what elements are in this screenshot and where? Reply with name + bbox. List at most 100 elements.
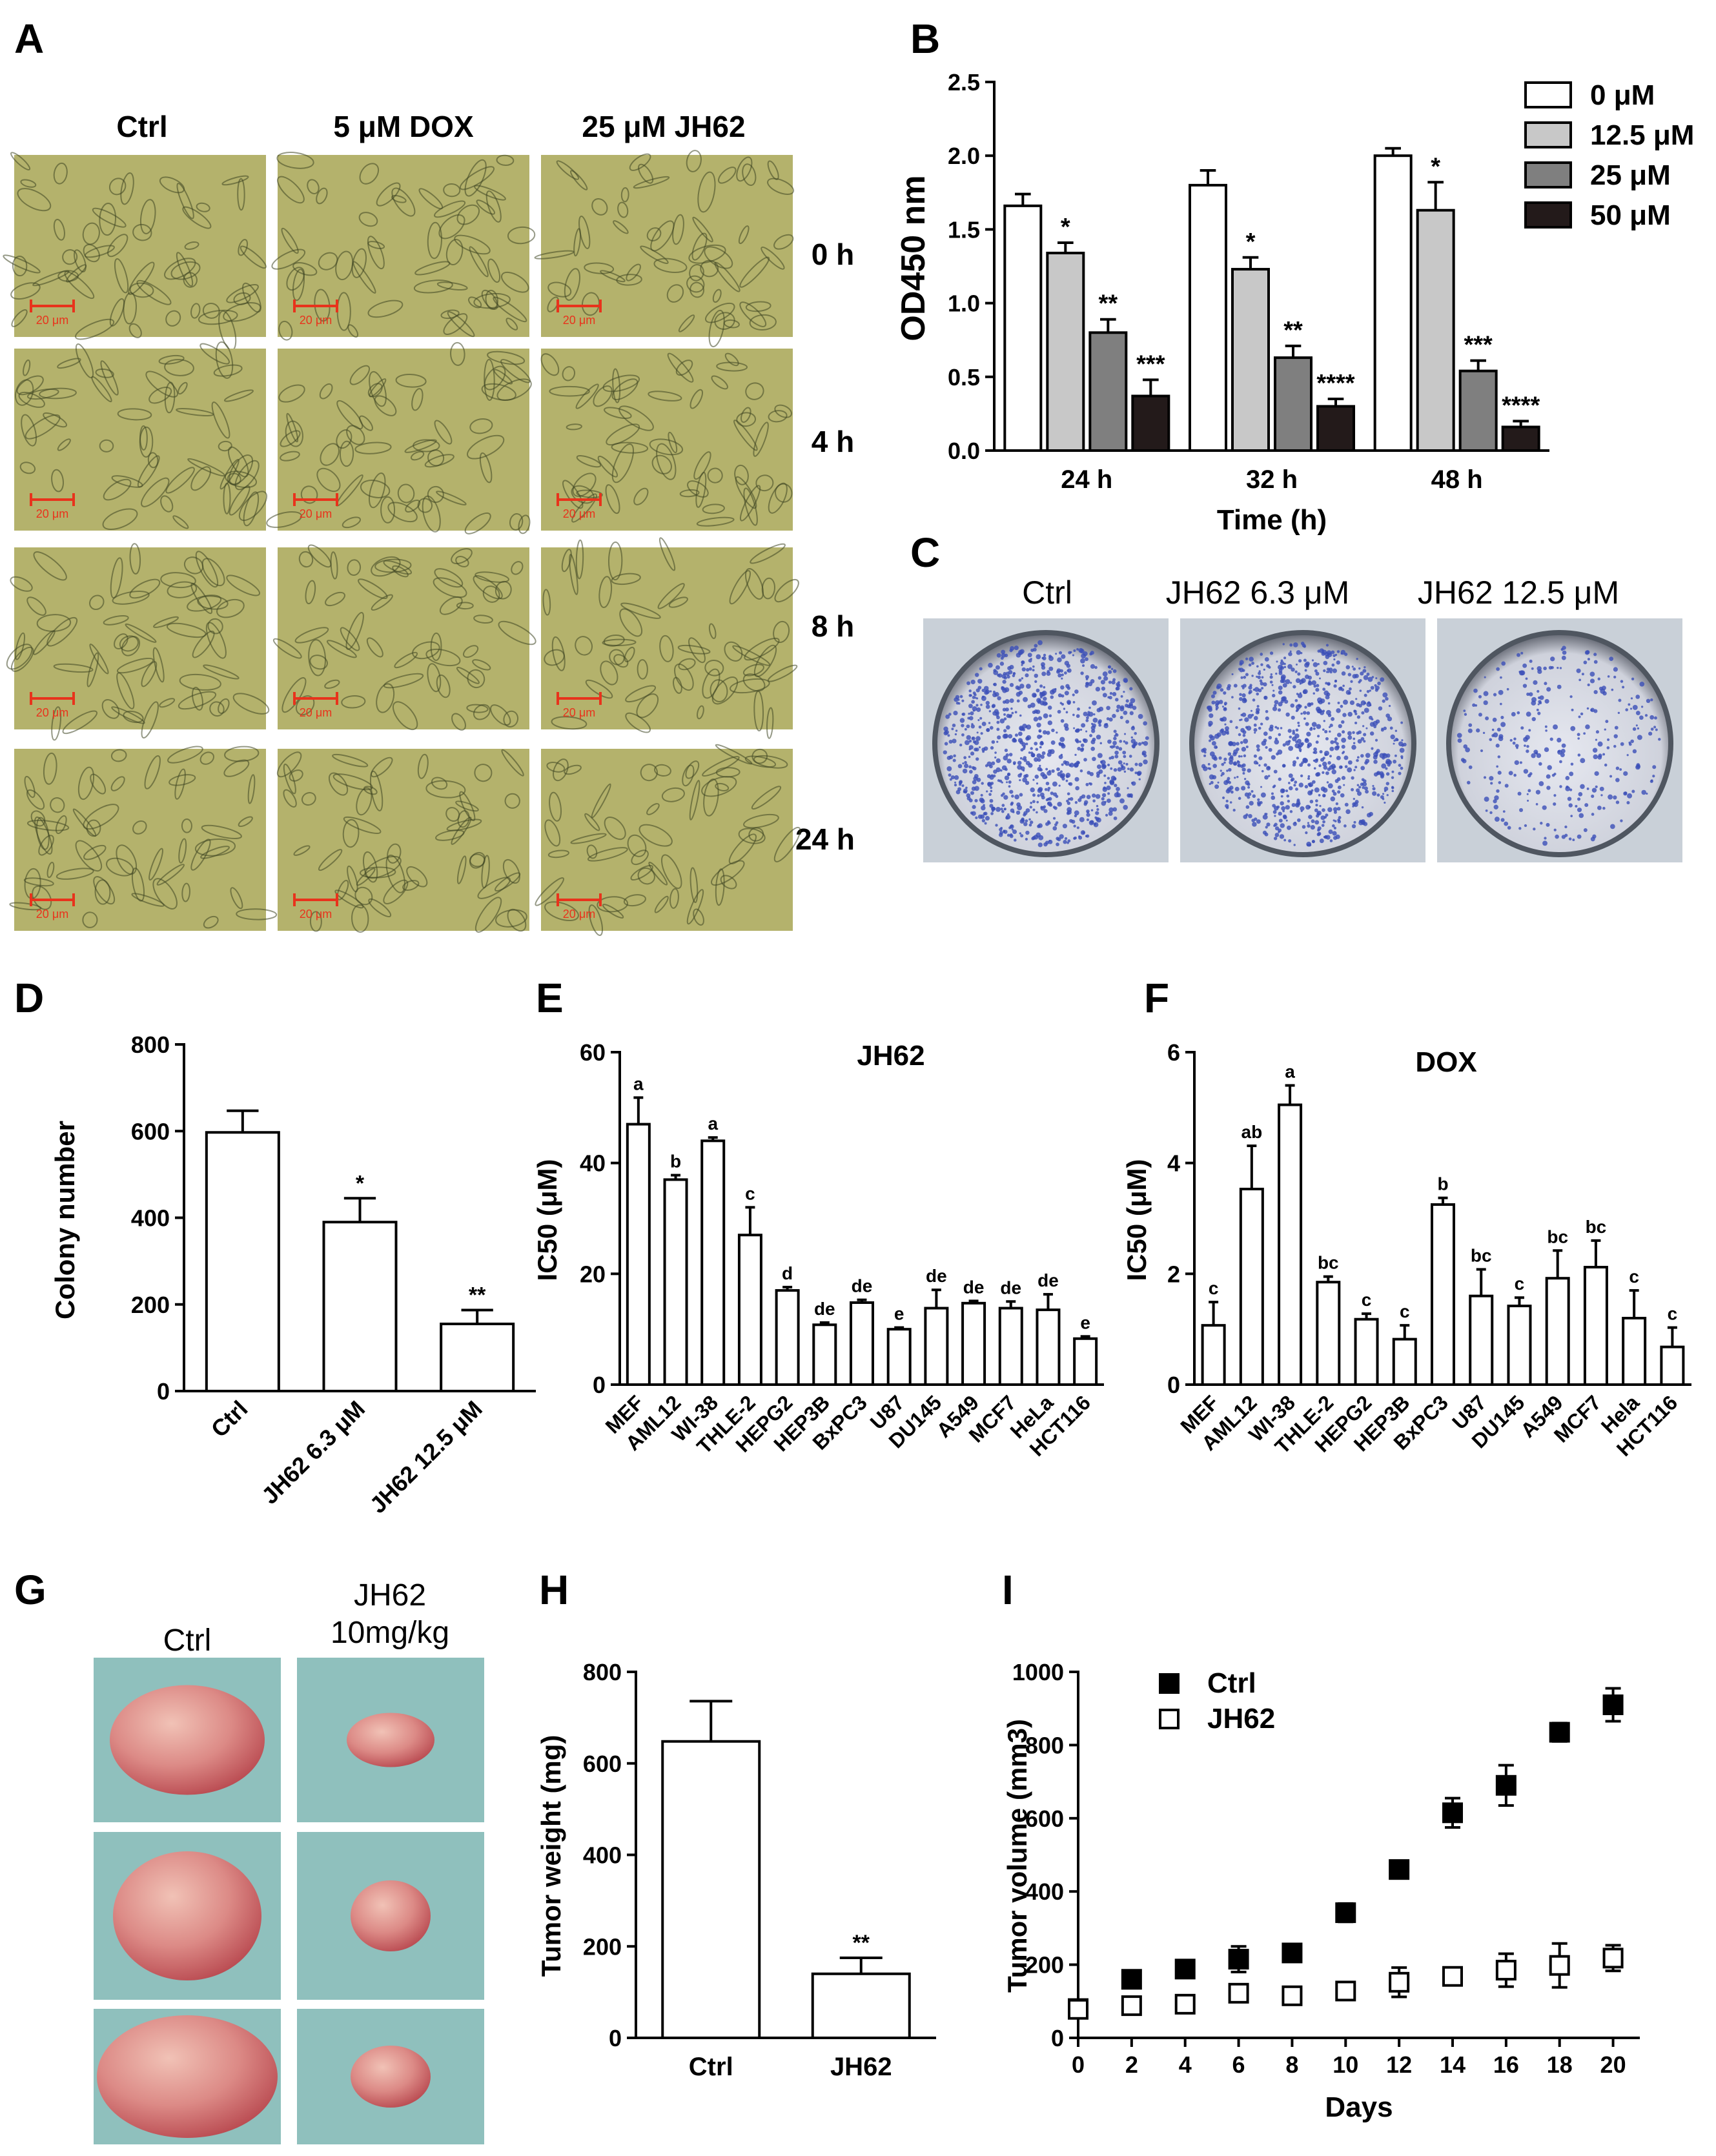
colony-dot (1260, 786, 1263, 788)
colony-dot (1576, 668, 1581, 673)
cell-outline (286, 267, 305, 291)
colony-dot (992, 704, 996, 708)
cell-outline (427, 663, 442, 693)
panel-letter-d: D (14, 975, 44, 1021)
colony-dot (1003, 755, 1008, 761)
colony-dot (1032, 793, 1036, 797)
colony-dot (1005, 768, 1008, 771)
colony-dot (1476, 728, 1480, 733)
colony-dot (1057, 709, 1061, 714)
cell-outline (459, 791, 476, 822)
colony-dot (988, 662, 993, 668)
colony-dot (1615, 778, 1620, 782)
colony-dot (1330, 796, 1336, 802)
colony-dot (975, 704, 979, 707)
cell-outline (469, 246, 489, 278)
cell-outline (169, 774, 196, 786)
colony-dot (1514, 760, 1520, 766)
colony-dot (1351, 666, 1354, 668)
colony-dot (966, 681, 970, 686)
colony-dot (1380, 773, 1385, 778)
cell-outline (26, 596, 46, 616)
cell-outline (328, 772, 349, 796)
colony-dot (1518, 827, 1522, 830)
colony-dot (1362, 669, 1367, 673)
cell-outline (19, 462, 36, 474)
cell-outline (468, 296, 482, 309)
significance-label: c (1668, 1304, 1678, 1324)
colony-dot (979, 667, 983, 671)
colony-dot (1073, 649, 1076, 652)
colony-dot (1325, 771, 1329, 775)
colony-dot (1294, 743, 1300, 749)
colony-dot (1384, 801, 1386, 804)
colony-dot (1496, 765, 1498, 768)
colony-dot (1123, 740, 1126, 743)
cell-outline (404, 439, 437, 453)
colony-dot (1285, 819, 1288, 822)
colony-dot (1011, 795, 1014, 798)
colony-dot (1322, 709, 1325, 713)
colony-dot (1572, 839, 1575, 842)
colony-dot (1280, 660, 1285, 666)
colony-dot (1592, 747, 1598, 753)
colony-dot (990, 746, 994, 750)
colony-dot (1023, 774, 1027, 778)
colony-dot (952, 758, 956, 762)
colony-dot (1628, 703, 1631, 706)
colony-dot (1068, 782, 1073, 786)
colony-dot (1278, 702, 1283, 707)
cell-outline (749, 314, 777, 331)
colony-dot (985, 704, 990, 709)
colony-dot (1040, 772, 1045, 777)
colony-dot (1356, 658, 1358, 660)
cell-outline (218, 440, 232, 452)
cell-outline (450, 341, 465, 366)
colony-dot (1249, 656, 1254, 662)
cell-outline (271, 249, 306, 270)
colony-dot (1023, 822, 1028, 826)
colony-dot (1079, 817, 1085, 822)
cell-outline (247, 774, 256, 804)
colony-dot (1322, 808, 1325, 812)
colony-dot (1497, 755, 1501, 758)
colony-dot (1353, 742, 1356, 744)
cell-outline (653, 764, 671, 777)
colony-dot (1009, 834, 1014, 839)
cell-outline (566, 423, 582, 431)
cell-outline (689, 780, 700, 820)
cell-outline (292, 262, 318, 276)
colony-dot (1227, 777, 1231, 780)
colony-dot (1058, 784, 1061, 787)
colony-dot (1054, 823, 1057, 827)
colony-dot (1112, 740, 1117, 746)
colony-dot (1357, 738, 1362, 744)
colony-dot (1343, 699, 1348, 705)
cell-outline (57, 438, 71, 451)
colony-dot (1016, 699, 1020, 703)
cell-outline (230, 887, 243, 910)
colony-dot (978, 725, 982, 729)
colony-dot (1295, 788, 1298, 791)
colony-dot (1005, 725, 1010, 730)
bar (1354, 1317, 1379, 1387)
colony-dot (1129, 711, 1134, 715)
cell-outline (704, 246, 733, 269)
colony-dot (1632, 727, 1637, 731)
colony-dot (994, 756, 997, 759)
bar (1274, 356, 1313, 452)
cell-outline (56, 868, 94, 880)
colony-dot (1342, 730, 1345, 734)
colony-dot (1305, 722, 1309, 726)
colony-dot (1039, 746, 1042, 749)
colony-dot (1108, 807, 1114, 813)
colony-dot (1362, 725, 1365, 727)
colony-dot (1008, 753, 1013, 757)
colony-dot (1333, 654, 1336, 658)
colony-dot (980, 798, 985, 804)
colony-dot (1261, 687, 1264, 690)
colony-dot (1496, 667, 1500, 671)
colony-dot (945, 714, 950, 719)
cell-outline (319, 383, 333, 400)
